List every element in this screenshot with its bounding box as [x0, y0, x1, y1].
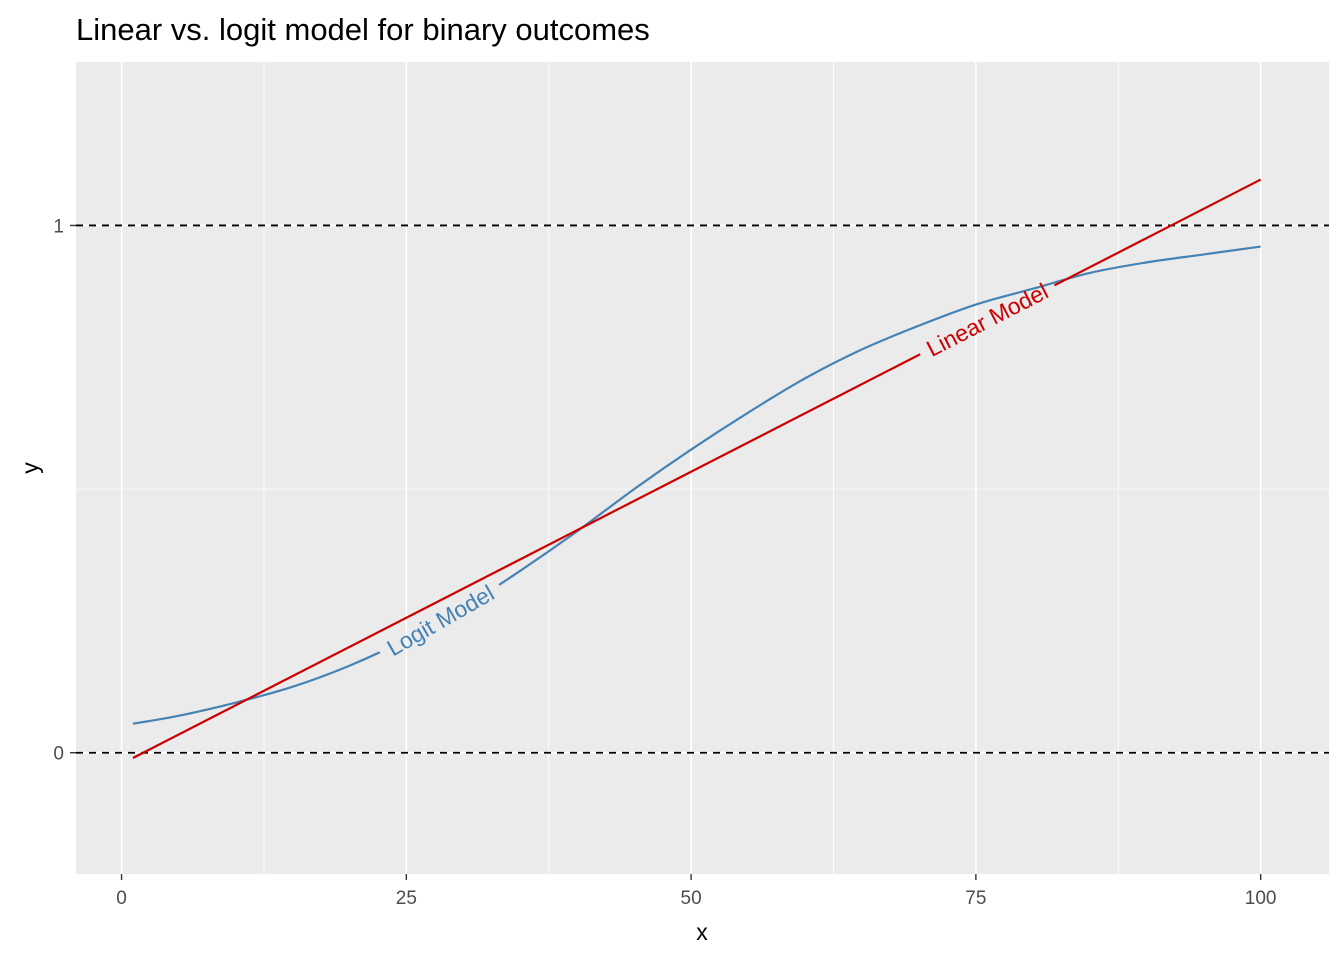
y-axis-title: y: [17, 462, 43, 474]
x-tick-label: 0: [116, 888, 127, 909]
y-tick-label: 1: [53, 216, 64, 237]
grid-minor: [76, 62, 1329, 874]
x-axis-title: x: [696, 919, 708, 945]
series-line-linear-model: [132, 178, 1262, 759]
x-axis: 0 25 50 75 100: [116, 874, 1277, 909]
x-tick-label: 75: [965, 888, 986, 909]
y-tick-label: 0: [53, 744, 64, 765]
x-tick-label: 25: [396, 888, 417, 909]
y-axis: 01: [53, 216, 76, 765]
x-tick-label: 100: [1245, 888, 1277, 909]
x-tick-label: 50: [681, 888, 702, 909]
chart-title: Linear vs. logit model for binary outcom…: [76, 12, 650, 47]
plot-panel: [76, 62, 1329, 874]
reference-lines: [76, 224, 1329, 754]
